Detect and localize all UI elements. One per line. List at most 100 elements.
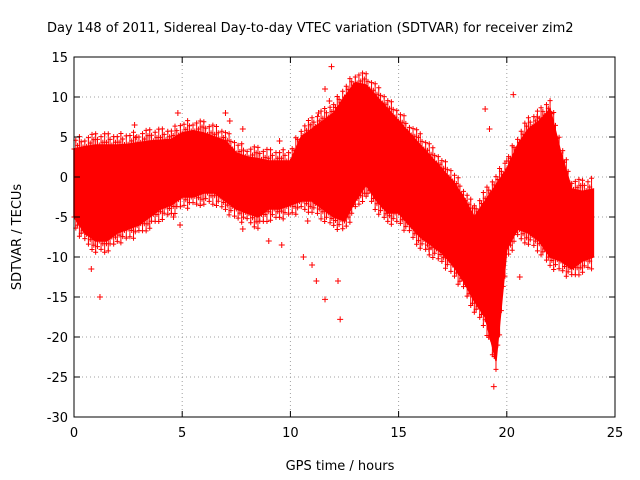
sdtvar-point bbox=[406, 124, 412, 130]
sdtvar-point bbox=[576, 176, 582, 182]
sdtvar-point bbox=[94, 136, 100, 142]
x-tick-label: 20 bbox=[499, 426, 516, 441]
sdtvar-point bbox=[201, 201, 207, 207]
sdtvar-point bbox=[444, 262, 450, 268]
sdtvar-point bbox=[222, 206, 228, 212]
sdtvar-point bbox=[378, 92, 384, 98]
sdtvar-point bbox=[159, 126, 165, 132]
sdtvar-point bbox=[547, 262, 553, 268]
sdtvar-point bbox=[260, 148, 266, 154]
sdtvar-point bbox=[525, 241, 531, 247]
sdtvar-point bbox=[197, 203, 203, 209]
sdtvar-point bbox=[210, 122, 216, 128]
outlier-point bbox=[226, 118, 233, 124]
sdtvar-point bbox=[334, 93, 340, 99]
outlier-point bbox=[490, 383, 497, 390]
sdtvar-point bbox=[448, 168, 454, 174]
sdtvar-point bbox=[363, 71, 369, 77]
sdtvar-point bbox=[331, 102, 337, 108]
outlier-point bbox=[322, 296, 329, 303]
outlier-point bbox=[337, 316, 344, 323]
sdtvar-point bbox=[159, 217, 165, 223]
sdtvar-point bbox=[322, 219, 328, 225]
sdtvar-point bbox=[397, 220, 403, 226]
sdtvar-point bbox=[347, 76, 353, 82]
outlier-point bbox=[131, 122, 138, 128]
sdtvar-point bbox=[206, 198, 212, 204]
sdtvar-point bbox=[417, 245, 423, 251]
sdtvar-point bbox=[406, 228, 412, 234]
sdtvar-point bbox=[323, 214, 329, 220]
sdtvar-point bbox=[471, 203, 477, 209]
sdtvar-point bbox=[277, 214, 283, 220]
sdtvar-point bbox=[410, 234, 416, 240]
sdtvar-point bbox=[381, 94, 387, 100]
sdtvar-point bbox=[340, 88, 346, 94]
sdtvar-point bbox=[286, 211, 292, 217]
sdtvar-point bbox=[118, 240, 124, 246]
sdtvar-point bbox=[527, 237, 533, 243]
sdtvar-point bbox=[309, 115, 315, 121]
sdtvar-point bbox=[89, 247, 95, 253]
sdtvar-point bbox=[177, 123, 183, 129]
sdtvar-point bbox=[343, 83, 349, 89]
sdtvar-point bbox=[143, 228, 149, 234]
sdtvar-point bbox=[89, 131, 95, 137]
sdtvar-point bbox=[527, 119, 533, 125]
sdtvar-point bbox=[177, 204, 183, 210]
sdtvar-point bbox=[442, 159, 448, 165]
y-tick-label: 0 bbox=[60, 171, 68, 186]
sdtvar-point bbox=[565, 168, 571, 174]
sdtvar-point bbox=[497, 332, 503, 338]
sdtvar-point bbox=[509, 247, 515, 253]
sdtvar-point bbox=[511, 238, 517, 244]
sdtvar-point bbox=[213, 123, 219, 129]
sdtvar-point bbox=[414, 127, 420, 133]
sdtvar-point bbox=[231, 213, 237, 219]
outlier-point bbox=[438, 242, 445, 248]
sdtvar-point bbox=[480, 189, 486, 195]
sdtvar-point bbox=[203, 125, 209, 131]
sdtvar-point bbox=[473, 306, 479, 312]
sdtvar-point bbox=[543, 257, 549, 263]
y-tick-label: -15 bbox=[47, 291, 68, 306]
sdtvar-point bbox=[343, 223, 349, 229]
outlier-point bbox=[313, 278, 320, 284]
sdtvar-point bbox=[572, 178, 578, 184]
sdtvar-point bbox=[226, 131, 232, 137]
sdtvar-point bbox=[82, 236, 88, 242]
sdtvar-point bbox=[356, 201, 362, 207]
sdtvar-point bbox=[269, 152, 275, 158]
sdtvar-point bbox=[222, 130, 228, 136]
sdtvar-point bbox=[132, 229, 138, 235]
outlier-point bbox=[222, 110, 229, 116]
sdtvar-point bbox=[390, 106, 396, 112]
sdtvar-point bbox=[444, 166, 450, 172]
x-tick-label: 10 bbox=[282, 426, 299, 441]
sdtvar-point bbox=[543, 102, 549, 108]
x-tick-label: 15 bbox=[390, 426, 407, 441]
sdtvar-point bbox=[468, 196, 474, 202]
sdtvar-point bbox=[231, 140, 237, 146]
chart-title: Day 148 of 2011, Sidereal Day-to-day VTE… bbox=[47, 21, 574, 36]
sdtvar-point bbox=[302, 206, 308, 212]
sdtvar-point bbox=[585, 179, 591, 185]
sdtvar-point bbox=[302, 123, 308, 129]
sdtvar-point bbox=[560, 148, 566, 154]
sdtvar-point bbox=[282, 152, 288, 158]
sdtvar-point bbox=[518, 128, 524, 134]
sdtvar-point bbox=[580, 177, 586, 183]
sdtvar-point bbox=[538, 105, 544, 111]
sdtvar-point bbox=[286, 150, 292, 156]
sdtvar-point bbox=[551, 267, 557, 273]
sdtvar-point bbox=[255, 225, 261, 231]
sdtvar-point bbox=[498, 308, 504, 314]
sdtvar-point bbox=[531, 242, 537, 248]
sdtvar-point bbox=[455, 281, 461, 287]
y-tick-label: -5 bbox=[55, 211, 68, 226]
sdtvar-point bbox=[534, 248, 540, 254]
sdtvar-point bbox=[495, 342, 501, 348]
sdtvar-point bbox=[500, 283, 506, 289]
sdtvar-point bbox=[430, 145, 436, 151]
sdtvar-point bbox=[268, 147, 274, 153]
